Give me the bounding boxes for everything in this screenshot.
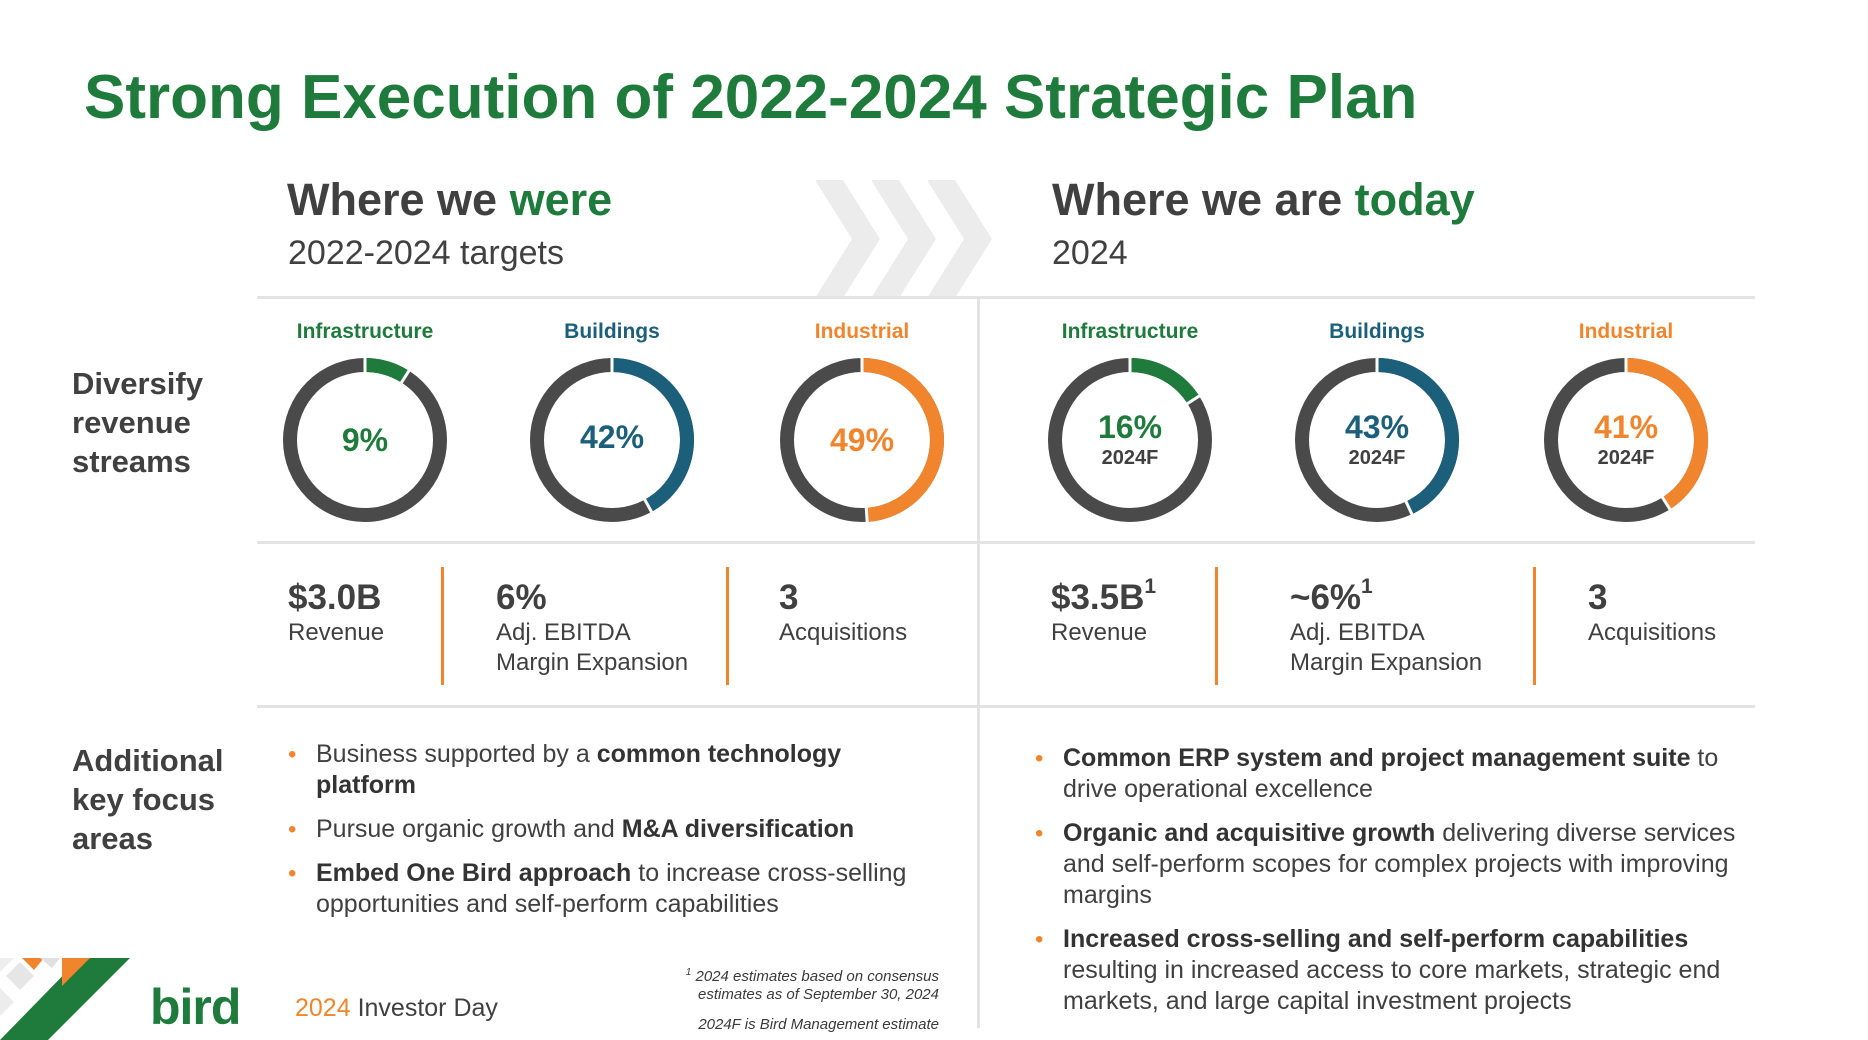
left-subheading: 2022-2024 targets <box>288 234 564 272</box>
donut-ring <box>780 357 944 523</box>
donut-forecast-label: 2024F <box>1348 447 1406 469</box>
metric-value: 3 <box>779 578 799 617</box>
metric-label: Acquisitions <box>1588 619 1717 646</box>
left-focus-list: Business supported by a common technolog… <box>288 739 908 933</box>
donut-ring <box>1295 357 1459 522</box>
metric-label: Adj. EBITDA <box>496 619 631 646</box>
footnote-marker: 1 <box>1144 575 1157 598</box>
metric-separator <box>1533 567 1536 685</box>
metric-value: $3.5B1 <box>1051 575 1157 617</box>
donut-segment-arc <box>1129 358 1200 404</box>
list-item: Organic and acquisitive growth deliverin… <box>1035 818 1775 911</box>
metric-value: $3.0B <box>288 578 382 617</box>
metric-label: Revenue <box>288 619 385 646</box>
right-heading: Where we are today <box>1052 174 1475 225</box>
donut-percent: 41% <box>1593 409 1659 445</box>
donut-percent: 9% <box>341 422 389 458</box>
list-item: Pursue organic growth and M&A diversific… <box>288 814 908 845</box>
segment-label-industrial: Industrial <box>814 320 910 343</box>
metric-acquisitions: 3 Acquisitions <box>1588 578 1716 648</box>
donut-percent: 49% <box>829 422 895 458</box>
metric-label: Revenue <box>1051 619 1148 646</box>
segment-label-infrastructure: Infrastructure <box>1061 320 1199 343</box>
donut-segment-arc <box>1376 358 1459 515</box>
donut-segment-arc <box>861 358 944 522</box>
metric-label: Margin Expansion <box>496 649 689 676</box>
footnote-estimates: 1 2024 estimates based on consensus esti… <box>685 967 939 1003</box>
donut-ring <box>1048 357 1212 522</box>
donut-segment-gap <box>1185 394 1201 406</box>
donut-segment-arc <box>611 358 694 512</box>
donut-segment-gap <box>864 506 869 523</box>
donut-segment-gap <box>1660 495 1672 511</box>
donut-segment-gap <box>1404 499 1414 516</box>
metric-revenue: $3.0B Revenue <box>288 578 384 648</box>
donut-ring <box>530 357 694 522</box>
column-divider <box>977 298 980 1028</box>
footnote-marker: 1 <box>1361 575 1373 598</box>
left-heading: Where we were <box>287 174 613 225</box>
metric-label: Acquisitions <box>779 619 908 646</box>
chevron-arrows-icon <box>815 180 992 298</box>
right-focus-list: Common ERP system and project management… <box>1035 743 1775 1030</box>
donut-percent: 42% <box>579 419 645 455</box>
donut-chart-buildings: 43% 2024F <box>1292 355 1462 525</box>
donut-percent: 16% <box>1097 409 1163 445</box>
list-item: Increased cross-selling and self-perform… <box>1035 924 1775 1017</box>
list-item: Embed One Bird approach to increase cros… <box>288 858 908 920</box>
donut-chart-industrial: 41% 2024F <box>1541 355 1711 525</box>
donut-ring <box>283 357 447 522</box>
divider-top <box>257 296 1755 299</box>
metric-separator <box>1215 567 1218 685</box>
metric-label: Margin Expansion <box>1290 649 1483 676</box>
footer-event-label: 2024 Investor Day <box>295 994 498 1022</box>
metric-separator <box>441 567 444 685</box>
donut-chart-buildings: 42% <box>527 355 697 525</box>
donut-chart-industrial: 49% <box>777 355 947 525</box>
metric-separator <box>726 567 729 685</box>
list-item: Business supported by a common technolog… <box>288 739 908 801</box>
metric-value: ~6%1 <box>1290 575 1373 617</box>
donut-segment-gap <box>642 497 654 514</box>
segment-label-buildings: Buildings <box>564 320 660 343</box>
donut-segment-gap <box>399 369 411 385</box>
right-subheading: 2024 <box>1052 234 1128 272</box>
segment-label-buildings: Buildings <box>1329 320 1425 343</box>
page-title: Strong Execution of 2022-2024 Strategic … <box>84 63 1418 132</box>
list-item: Common ERP system and project management… <box>1035 743 1775 805</box>
bird-logo: bird <box>150 979 241 1035</box>
donut-percent: 43% <box>1344 409 1410 445</box>
row-label-diversify: Diversify revenue streams <box>72 366 203 479</box>
donut-ring <box>1544 357 1708 522</box>
metric-ebitda: 6% Adj. EBITDA Margin Expansion <box>496 578 688 678</box>
metric-revenue: $3.5B1 Revenue <box>1051 575 1157 648</box>
metric-value: 3 <box>1588 578 1608 617</box>
metric-acquisitions: 3 Acquisitions <box>779 578 907 648</box>
donut-chart-infrastructure: 9% <box>280 355 450 525</box>
divider-middle <box>257 541 1755 544</box>
row-label-additional: Additional key focus areas <box>72 743 224 856</box>
footnote-forecast: 2024F is Bird Management estimate <box>698 1016 939 1033</box>
donut-forecast-label: 2024F <box>1597 447 1655 469</box>
metric-label: Adj. EBITDA <box>1290 619 1425 646</box>
divider-bottom <box>257 705 1755 708</box>
metric-ebitda: ~6%1 Adj. EBITDA Margin Expansion <box>1290 575 1483 678</box>
donut-segment-arc <box>1625 358 1708 510</box>
logo-stripe-icon <box>0 958 130 1040</box>
segment-label-infrastructure: Infrastructure <box>296 320 434 343</box>
donut-segment-arc <box>364 358 409 383</box>
donut-chart-infrastructure: 16% 2024F <box>1045 355 1215 525</box>
metric-value: 6% <box>496 578 547 617</box>
segment-label-industrial: Industrial <box>1578 320 1674 343</box>
donut-forecast-label: 2024F <box>1101 447 1159 469</box>
